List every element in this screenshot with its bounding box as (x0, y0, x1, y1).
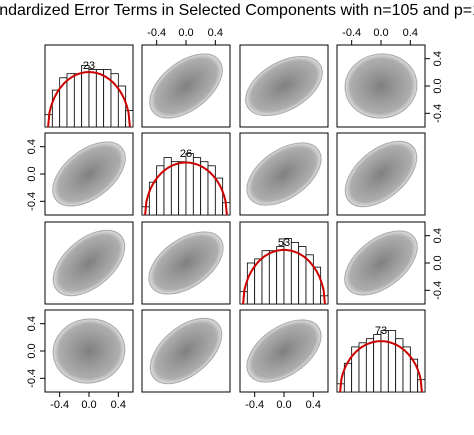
scatter-cloud (149, 317, 223, 385)
histogram-bar (117, 85, 127, 128)
histogram-bar (387, 330, 397, 393)
x-tick-label: -0.4 (50, 399, 69, 411)
y-tick-label: -0.4 (26, 369, 38, 388)
x-tick-label: 0.4 (403, 27, 418, 39)
scatter-cloud (245, 55, 323, 117)
histogram-bar (66, 73, 75, 128)
x-tick-label: -0.4 (245, 399, 264, 411)
density-curve (339, 340, 423, 393)
histogram-bar (88, 69, 97, 128)
x-tick-label: 0.0 (276, 399, 291, 411)
scatter-cloud (148, 231, 224, 295)
density-curve (47, 71, 131, 128)
scatter-cloud (246, 319, 322, 383)
histogram-bar (409, 358, 419, 393)
histogram-bar (95, 69, 105, 128)
histogram-bar (358, 342, 367, 393)
scatter-cloud (344, 53, 418, 119)
x-tick-label: 0.4 (208, 27, 223, 39)
density-curve (242, 248, 326, 305)
x-tick-label: 0.0 (178, 27, 193, 39)
y-tick-label: 0.0 (26, 343, 38, 358)
panel-frame (239, 44, 329, 128)
histogram-bar (170, 161, 180, 216)
panel-frame (239, 132, 329, 216)
scatter-cloud (344, 230, 418, 296)
y-tick-label: 0.4 (432, 228, 444, 243)
histogram-bar (380, 330, 389, 393)
histogram-bar (365, 338, 375, 393)
panel-label: 23 (83, 60, 95, 72)
x-tick-label: 0.0 (81, 399, 96, 411)
x-tick-label: -0.4 (342, 27, 361, 39)
panel-frame (141, 221, 231, 305)
histogram-bar (73, 73, 83, 128)
histogram-bar (373, 334, 382, 393)
y-tick-label: -0.4 (432, 104, 444, 123)
y-tick-label: 0.4 (26, 316, 38, 331)
histogram-bar (178, 161, 187, 216)
histogram-bar (276, 246, 285, 305)
chart-title: Standardized Error Terms in Selected Com… (0, 2, 474, 19)
panel-frame (141, 309, 231, 393)
scatter-cloud (149, 53, 223, 119)
panel-label: 73 (375, 325, 387, 337)
scatter-cloud (52, 318, 126, 384)
density-curve (144, 161, 228, 216)
scatter-cloud (52, 229, 126, 297)
scatter-cloud (246, 142, 322, 206)
panel-label: 53 (278, 237, 290, 249)
y-tick-label: 0.0 (26, 166, 38, 181)
y-tick-label: -0.4 (432, 281, 444, 300)
x-tick-label: 0.4 (306, 399, 321, 411)
panel-label: 26 (180, 148, 192, 160)
scatter-cloud (52, 141, 126, 207)
panel-frame (336, 132, 426, 216)
histogram-bar (312, 266, 322, 305)
x-tick-label: -0.4 (147, 27, 166, 39)
y-tick-label: 0.0 (432, 78, 444, 93)
histogram-bar (81, 65, 90, 128)
histogram-bar (268, 250, 278, 305)
x-tick-label: 0.4 (111, 399, 126, 411)
histogram-bar (214, 177, 224, 216)
panel-frame (44, 221, 134, 305)
scatter-cloud (344, 140, 418, 208)
y-tick-label: 0.0 (432, 255, 444, 270)
y-tick-label: -0.4 (26, 192, 38, 211)
x-tick-label: 0.0 (373, 27, 388, 39)
y-tick-label: 0.4 (432, 51, 444, 66)
y-tick-label: 0.4 (26, 139, 38, 154)
